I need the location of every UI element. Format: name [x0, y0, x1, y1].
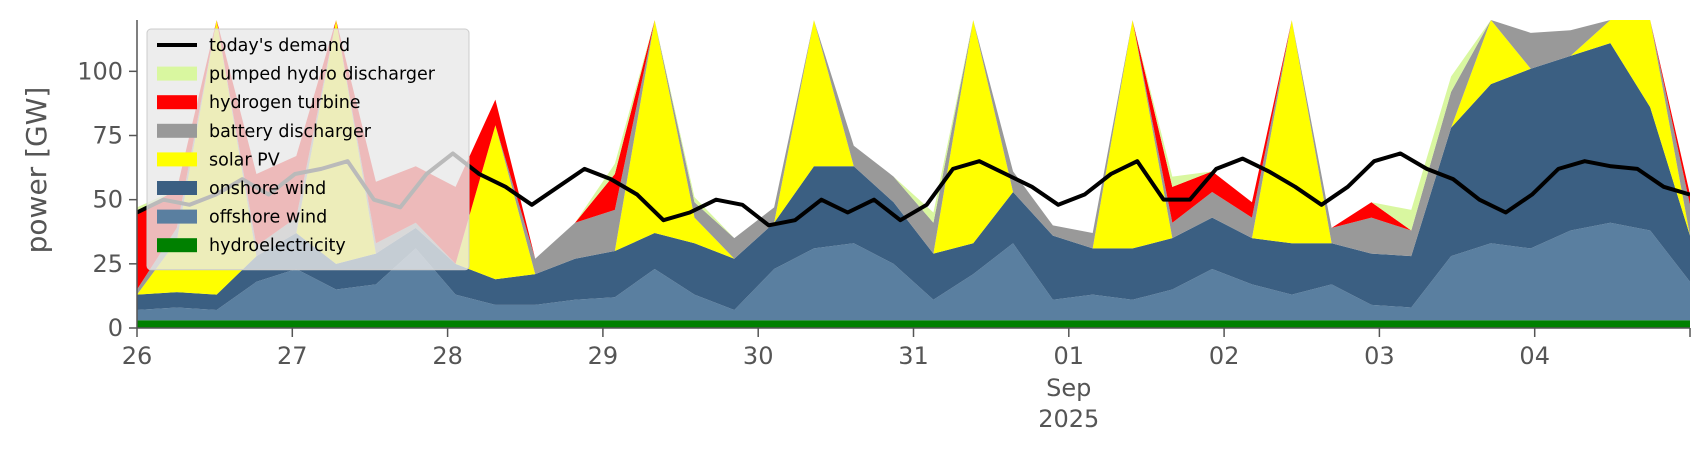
x-tick-label: 03 — [1364, 342, 1395, 370]
legend-swatch — [157, 238, 197, 253]
area-hydrogen-turbine — [137, 20, 1690, 290]
legend-label: hydroelectricity — [209, 236, 346, 256]
legend-item: today's demand — [157, 36, 350, 56]
x-tick-label: 29 — [588, 342, 619, 370]
area-solar-pv — [137, 20, 1690, 295]
x-tick-label: 04 — [1519, 342, 1550, 370]
legend-item: hydrogen turbine — [157, 93, 361, 113]
x-tick-label: 30 — [743, 342, 774, 370]
x-tick-label: 26 — [122, 342, 153, 370]
y-tick-label: 50 — [92, 186, 123, 214]
y-tick-label: 100 — [77, 57, 123, 85]
x-tick-label: 02 — [1209, 342, 1240, 370]
area-offshore-wind — [137, 222, 1690, 321]
legend-swatch — [157, 209, 197, 224]
y-axis-label: power [GW] — [20, 87, 53, 254]
legend-label: solar PV — [209, 150, 280, 170]
legend-item: solar PV — [157, 150, 280, 170]
legend: today's demand pumped hydro discharger hyd… — [146, 28, 470, 271]
legend-box — [146, 28, 470, 271]
stacked-areas — [137, 20, 1690, 328]
legend-swatch — [157, 123, 197, 138]
area-battery-discharger — [137, 20, 1690, 295]
x-tick-label: 27 — [277, 342, 308, 370]
x-tick-label: 01 — [1054, 342, 1085, 370]
legend-item: offshore wind — [157, 208, 327, 228]
legend-swatch — [157, 152, 197, 167]
legend-label: onshore wind — [209, 179, 326, 199]
legend-item: pumped hydro discharger — [157, 65, 436, 85]
legend-swatch — [157, 66, 197, 81]
legend-item: hydroelectricity — [157, 236, 346, 256]
x-sublabel-month: Sep — [1046, 374, 1091, 402]
y-tick-label: 75 — [92, 122, 123, 150]
x-tick-label: 28 — [432, 342, 463, 370]
x-tick-label: 31 — [898, 342, 929, 370]
legend-swatch — [157, 181, 197, 195]
legend-label: today's demand — [209, 36, 350, 56]
legend-swatch — [157, 95, 197, 110]
legend-label: pumped hydro discharger — [209, 65, 436, 85]
x-sublabel-year: 2025 — [1038, 405, 1099, 433]
area-hydroelectricity — [137, 320, 1690, 328]
axes: 0 25 50 75 100 power [GW] 26 27 28 29 30 31 01 02 03 04… — [20, 20, 1691, 433]
area-onshore-wind — [137, 43, 1690, 311]
legend-label: battery discharger — [209, 122, 372, 142]
y-tick-label: 25 — [92, 250, 123, 278]
legend-item: battery discharger — [157, 122, 372, 142]
legend-item: onshore wind — [157, 179, 326, 199]
legend-label: hydrogen turbine — [209, 93, 361, 113]
legend-label: offshore wind — [209, 208, 327, 228]
y-tick-label: 0 — [108, 314, 123, 342]
